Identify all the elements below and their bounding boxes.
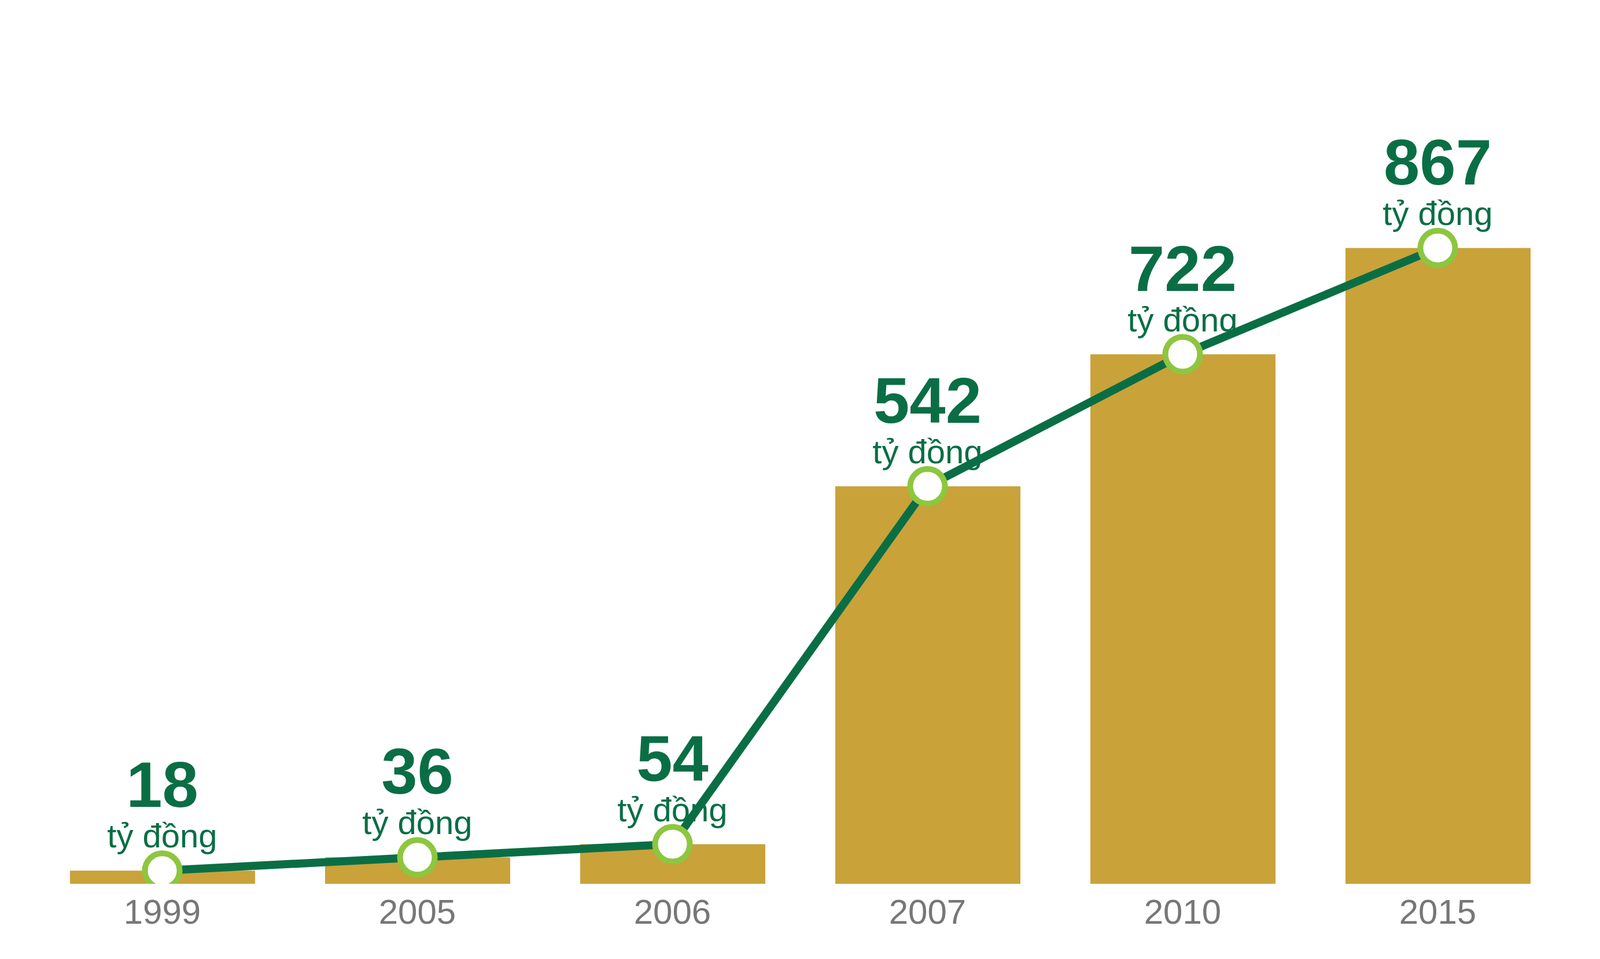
svg-text:542: 542 xyxy=(873,364,982,437)
svg-text:2005: 2005 xyxy=(378,892,456,932)
svg-text:tỷ đồng: tỷ đồng xyxy=(617,790,728,829)
svg-text:722: 722 xyxy=(1128,232,1237,305)
svg-text:18: 18 xyxy=(126,748,199,821)
svg-text:2007: 2007 xyxy=(889,892,967,932)
svg-text:tỷ đồng: tỷ đồng xyxy=(872,432,983,471)
svg-text:54: 54 xyxy=(636,722,709,795)
svg-text:2010: 2010 xyxy=(1144,892,1222,932)
svg-text:tỷ đồng: tỷ đồng xyxy=(1127,300,1238,339)
svg-text:867: 867 xyxy=(1383,126,1492,199)
svg-text:36: 36 xyxy=(381,735,454,808)
svg-text:tỷ đồng: tỷ đồng xyxy=(362,803,473,842)
svg-text:tỷ đồng: tỷ đồng xyxy=(107,816,217,855)
svg-text:1999: 1999 xyxy=(123,892,201,932)
svg-text:2015: 2015 xyxy=(1399,892,1477,932)
svg-text:tỷ đồng: tỷ đồng xyxy=(1382,194,1493,232)
svg-text:2006: 2006 xyxy=(633,892,711,932)
